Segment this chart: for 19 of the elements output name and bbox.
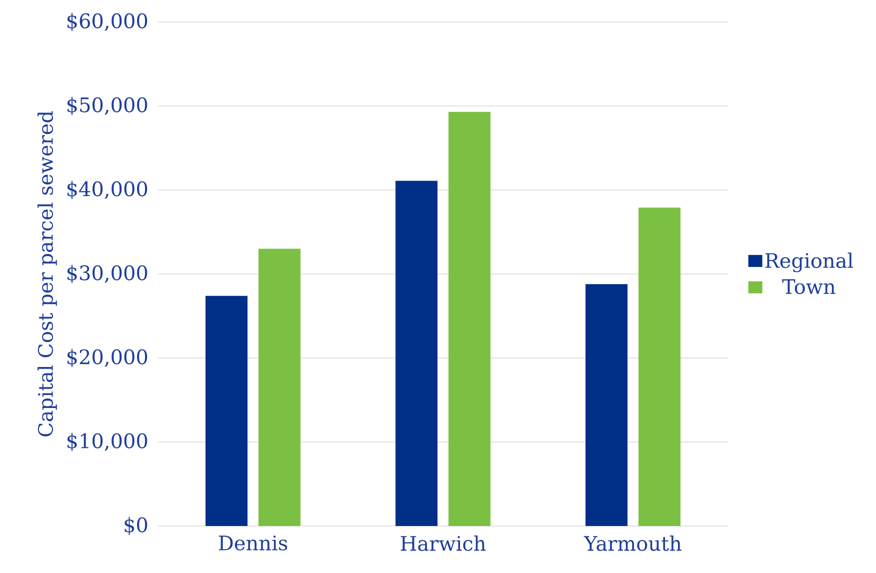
y-tick-label: $10,000 xyxy=(67,432,148,452)
y-tick-label: $30,000 xyxy=(67,264,148,284)
bar xyxy=(586,284,628,526)
y-tick-label: $20,000 xyxy=(67,348,148,368)
bar xyxy=(396,180,438,526)
y-axis-title: Capital Cost per parcel sewered xyxy=(38,111,57,436)
bar xyxy=(206,296,248,526)
x-tick-label: Dennis xyxy=(218,536,288,551)
x-tick-label: Harwich xyxy=(400,536,486,551)
x-tick-label: Yarmouth xyxy=(584,536,682,551)
bar xyxy=(258,248,301,526)
legend-label: Town xyxy=(782,279,836,294)
y-tick-label: $0 xyxy=(124,516,148,536)
bar xyxy=(638,208,680,526)
y-tick-label: $60,000 xyxy=(67,12,148,32)
legend-label: Regional xyxy=(765,252,854,272)
bar xyxy=(448,112,490,526)
y-tick-label: $50,000 xyxy=(67,96,148,116)
y-tick-label: $40,000 xyxy=(67,180,148,200)
